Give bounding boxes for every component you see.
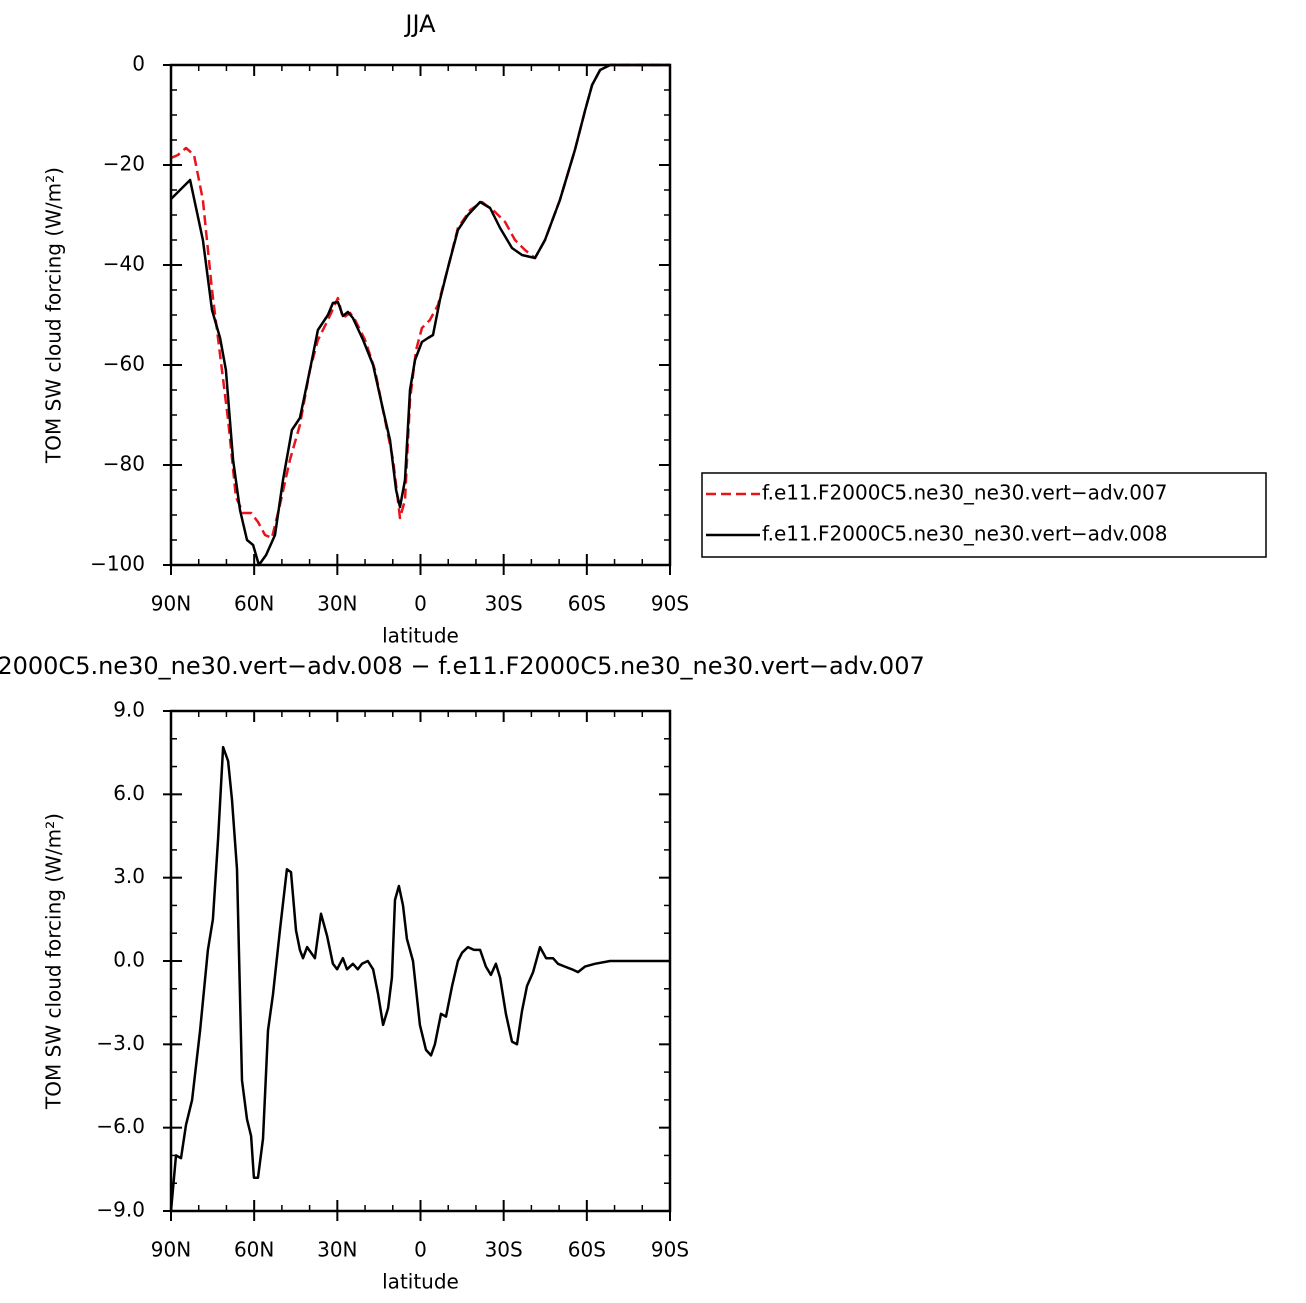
y-tick-label: −6.0 <box>96 1114 145 1138</box>
y-tick-label: −100 <box>90 552 145 576</box>
legend-box <box>701 472 1267 558</box>
y-tick-label: −60 <box>103 352 145 376</box>
x-tick-label: 90S <box>651 1238 689 1262</box>
x-tick-label: 30S <box>485 1238 523 1262</box>
x-tick-label: 30N <box>317 1238 357 1262</box>
x-tick-label: 30N <box>317 592 357 616</box>
legend-label: f.e11.F2000C5.ne30_ne30.vert−adv.008 <box>762 522 1167 546</box>
legend-label: f.e11.F2000C5.ne30_ne30.vert−adv.007 <box>762 481 1167 505</box>
y-tick-label: −80 <box>103 452 145 476</box>
x-tick-label: 30S <box>485 592 523 616</box>
x-tick-label: 90N <box>151 1238 191 1262</box>
chart-title: f.e11.F2000C5.ne30_ne30.vert−adv.008 − f… <box>0 652 925 680</box>
x-tick-label: 60N <box>234 592 274 616</box>
x-tick-label: 90N <box>151 592 191 616</box>
y-tick-label: 0.0 <box>113 948 145 972</box>
y-tick-label: 6.0 <box>113 781 145 805</box>
y-tick-label: 3.0 <box>113 864 145 888</box>
x-tick-label: 60S <box>568 1238 606 1262</box>
chart-title: JJA <box>403 10 436 38</box>
x-tick-label: 60S <box>568 592 606 616</box>
y-tick-label: −9.0 <box>96 1198 145 1222</box>
x-tick-label: 0 <box>414 592 427 616</box>
x-axis-label: latitude <box>382 624 459 648</box>
y-tick-label: −40 <box>103 252 145 276</box>
y-axis-label: TOM SW cloud forcing (W/m²) <box>42 813 66 1110</box>
x-tick-label: 0 <box>414 1238 427 1262</box>
y-tick-label: 9.0 <box>113 698 145 722</box>
plot-frame <box>169 709 672 1213</box>
x-tick-label: 90S <box>651 592 689 616</box>
y-tick-label: −3.0 <box>96 1031 145 1055</box>
y-tick-label: −20 <box>103 152 145 176</box>
x-axis-label: latitude <box>382 1270 459 1294</box>
series-line <box>170 63 670 540</box>
series-line <box>169 745 670 1212</box>
y-axis-label: TOM SW cloud forcing (W/m²) <box>42 167 66 464</box>
plot-frame <box>169 63 672 567</box>
series-line <box>170 63 670 567</box>
y-tick-label: 0 <box>132 52 145 76</box>
x-tick-label: 60N <box>234 1238 274 1262</box>
